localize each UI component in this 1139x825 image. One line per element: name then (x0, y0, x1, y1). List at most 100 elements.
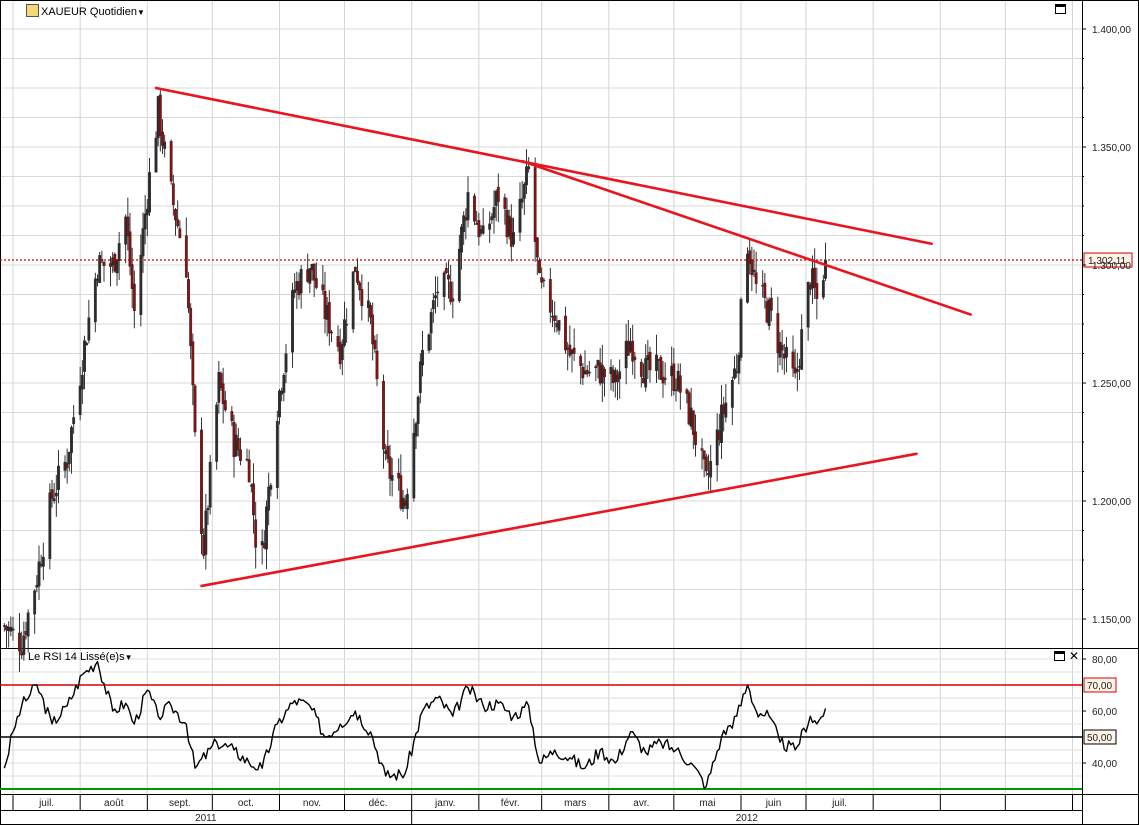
candle-body (143, 213, 147, 230)
candle-body (221, 383, 225, 405)
candle-body (191, 341, 195, 386)
month-label: oct. (238, 798, 254, 809)
candle-body (230, 411, 234, 421)
candle-body (215, 404, 219, 462)
candle-body (442, 272, 446, 297)
candle-body (254, 519, 258, 548)
price-tick-label: 1.400,00 (1092, 25, 1131, 36)
candle-body (709, 461, 713, 478)
candle-body (312, 263, 316, 281)
candle-body (284, 353, 288, 373)
candle-body (488, 223, 492, 230)
rsi-level-label: 70,00 (1087, 681, 1112, 692)
rsi-tick-label: 60,00 (1092, 707, 1117, 718)
maximize-rsi-icon[interactable] (1054, 651, 1065, 661)
candle-body (236, 438, 240, 451)
candle-body (176, 219, 180, 227)
candle-body (278, 390, 281, 418)
candle-body (429, 312, 433, 334)
month-label: févr. (501, 798, 520, 809)
candle-body (223, 400, 227, 411)
candle-body (360, 289, 364, 307)
rsi-panel-title[interactable]: Le RSI 14 Lissé(e)s▼ (28, 651, 133, 663)
trendlines (154, 86, 972, 588)
candle-body (336, 336, 340, 347)
candle-body (265, 506, 268, 550)
candle-body (204, 510, 208, 555)
candle-body (763, 282, 767, 298)
candle-body (416, 396, 420, 424)
candle-body (115, 259, 119, 274)
maximize-main-icon[interactable] (1055, 4, 1066, 14)
candle-body (139, 254, 143, 315)
rsi-level-label-box (1083, 677, 1117, 693)
candle-body (54, 492, 58, 497)
year-label: 2012 (736, 813, 759, 824)
rsi-title-text: Le RSI 14 Lissé(e)s (28, 651, 125, 663)
candle-body (603, 368, 606, 378)
candle-body (618, 371, 622, 380)
candle-body (746, 253, 749, 303)
current-price-label: 1.302,11 (1088, 256, 1127, 267)
candle-body (386, 445, 390, 459)
grid-lines (0, 0, 1082, 794)
candle-body (366, 300, 370, 308)
candle-body (351, 271, 355, 330)
candle-body (169, 141, 173, 182)
candle-body (314, 278, 318, 288)
close-rsi-icon[interactable]: ✕ (1069, 649, 1080, 663)
candle-body (67, 451, 71, 464)
candle-body (557, 320, 561, 331)
candle-body (785, 347, 788, 358)
candle-body (282, 374, 286, 393)
month-label: juin (765, 798, 782, 809)
rsi-dropdown-arrow-icon[interactable]: ▼ (124, 653, 133, 662)
candle-body (11, 628, 15, 631)
candle-body (490, 216, 494, 221)
candle-body (520, 198, 524, 203)
candle-body (752, 269, 756, 272)
candle-body (78, 385, 82, 415)
candle-body (388, 456, 392, 479)
candle-body (431, 300, 435, 310)
month-label: déc. (369, 798, 388, 809)
candle-body (702, 450, 706, 460)
candle-body (672, 363, 676, 391)
candle-body (503, 197, 507, 209)
candle-body (813, 267, 817, 288)
candle-body (132, 283, 136, 311)
candle-body (267, 486, 271, 511)
candle-body (444, 268, 448, 274)
candle-body (427, 334, 431, 351)
candle-body (321, 284, 325, 291)
main-panel-title[interactable]: XAUEUR Quotidien▼ (26, 4, 145, 18)
month-label: juil. (831, 798, 847, 809)
main-title-text: XAUEUR Quotidien (41, 6, 137, 18)
candle-body (343, 319, 346, 346)
candle-body (178, 228, 182, 238)
price-tick-label: 1.250,00 (1092, 379, 1131, 390)
candle-body (661, 376, 665, 384)
candle-body (462, 215, 466, 232)
candle-body (275, 421, 279, 488)
candle-body (412, 432, 416, 499)
candle-body (356, 270, 359, 283)
candle-body (776, 313, 780, 353)
candle-body (421, 350, 424, 366)
candle-body (70, 427, 73, 453)
candle-body (694, 431, 697, 445)
candle-body (527, 166, 531, 170)
candle-body (535, 237, 539, 258)
candle-body (405, 494, 409, 509)
candle-body (769, 297, 773, 311)
month-label: août (104, 798, 124, 809)
candle-body (460, 226, 463, 253)
candle-body (193, 385, 197, 433)
candle-body (353, 266, 357, 272)
rsi-level-label-box (1083, 729, 1117, 745)
candle-body (553, 315, 557, 321)
candle-body (33, 590, 37, 615)
dropdown-arrow-icon[interactable]: ▼ (137, 8, 145, 17)
candles (2, 89, 827, 672)
